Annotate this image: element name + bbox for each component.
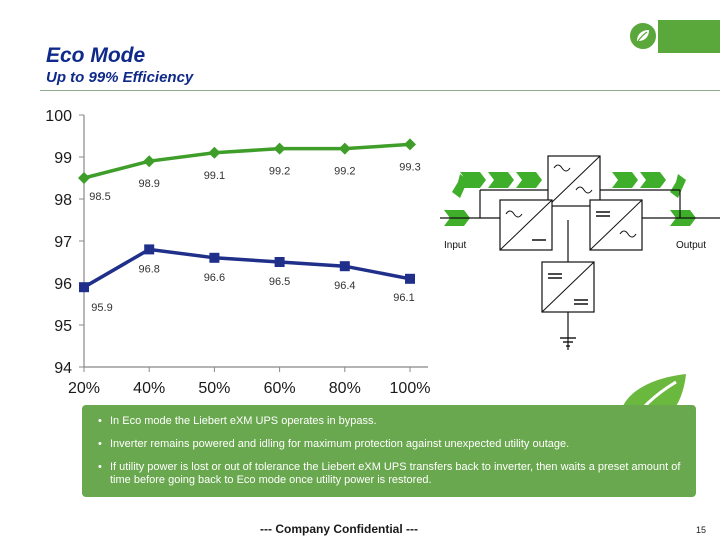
data-label: 96.4 — [334, 280, 355, 292]
battery-converter-box — [541, 261, 595, 313]
header-band — [628, 20, 720, 53]
data-point-marker — [339, 261, 350, 272]
data-label: 99.2 — [334, 166, 355, 178]
chart-series — [78, 138, 416, 293]
sine-wave-icon — [553, 164, 571, 172]
data-label: 95.9 — [91, 302, 112, 314]
y-tick-label: 97 — [54, 234, 72, 251]
ups-bypass-diagram: Input Output — [440, 155, 720, 350]
data-label: 96.6 — [204, 272, 225, 284]
output-label: Output — [676, 240, 706, 251]
confidential-footer: --- Company Confidential --- — [260, 522, 418, 536]
data-label: 98.9 — [138, 178, 159, 190]
x-tick-label: 60% — [264, 380, 296, 397]
sine-wave-icon — [575, 186, 593, 194]
dc-symbol-icon — [596, 211, 610, 217]
data-point-marker — [338, 142, 351, 155]
data-label: 99.1 — [204, 170, 225, 182]
x-tick-label: 20% — [68, 380, 100, 397]
sine-wave-icon — [619, 230, 637, 238]
bullet-item: If utility power is lost or out of toler… — [96, 461, 682, 487]
x-tick-label: 40% — [133, 380, 165, 397]
chart-data-labels: 98.5 98.9 99.1 99.2 99.2 99.3 95.9 96.8 96.6 96.5… — [89, 161, 420, 314]
data-point-marker — [144, 244, 155, 255]
data-point-marker — [404, 138, 416, 151]
data-point-marker — [274, 257, 285, 267]
x-tick-label: 100% — [390, 380, 431, 397]
data-point-marker — [79, 282, 89, 293]
data-label: 98.5 — [89, 191, 110, 203]
data-point-marker — [78, 172, 90, 184]
y-tick-label: 94 — [54, 360, 72, 377]
data-label: 99.2 — [269, 166, 290, 178]
static-switch-box — [547, 155, 601, 207]
ground-icon — [560, 337, 576, 347]
y-tick-label: 95 — [54, 318, 72, 335]
x-tick-label: 80% — [329, 380, 361, 397]
y-tick-label: 98 — [54, 192, 72, 209]
data-point-marker — [143, 155, 156, 168]
page-title: Eco Mode — [46, 44, 146, 67]
bullet-item: In Eco mode the Liebert eXM UPS operates… — [96, 415, 682, 428]
header-green-bar — [658, 20, 720, 53]
sine-wave-icon — [505, 210, 523, 218]
data-label: 96.5 — [269, 276, 290, 288]
page-subtitle: Up to 99% Efficiency — [46, 69, 194, 86]
eco-mode-notes: In Eco mode the Liebert eXM UPS operates… — [82, 405, 696, 497]
page-number: 15 — [696, 525, 707, 535]
data-point-marker — [405, 273, 415, 284]
series-line-1 — [83, 247, 411, 289]
input-label: Input — [444, 240, 466, 251]
data-label: 99.3 — [399, 161, 420, 173]
title-divider — [40, 90, 720, 91]
leaf-badge-icon — [628, 21, 658, 51]
y-tick-label: 99 — [54, 150, 72, 167]
inverter-box — [589, 199, 643, 251]
x-tick-label: 50% — [198, 380, 230, 397]
data-label: 96.8 — [138, 263, 159, 275]
data-point-marker — [209, 252, 220, 263]
y-tick-label: 100 — [45, 108, 72, 125]
bullet-item: Inverter remains powered and idling for … — [96, 438, 682, 451]
data-point-marker — [208, 146, 221, 159]
rectifier-box — [499, 199, 553, 251]
data-label: 96.1 — [393, 292, 414, 304]
data-point-marker — [273, 142, 286, 155]
series-line-0 — [83, 142, 411, 180]
y-tick-label: 96 — [54, 276, 72, 293]
chart-axes: 94 95 96 97 98 99 100 20% 40% 50% 60% 80% 100% — [45, 108, 430, 397]
